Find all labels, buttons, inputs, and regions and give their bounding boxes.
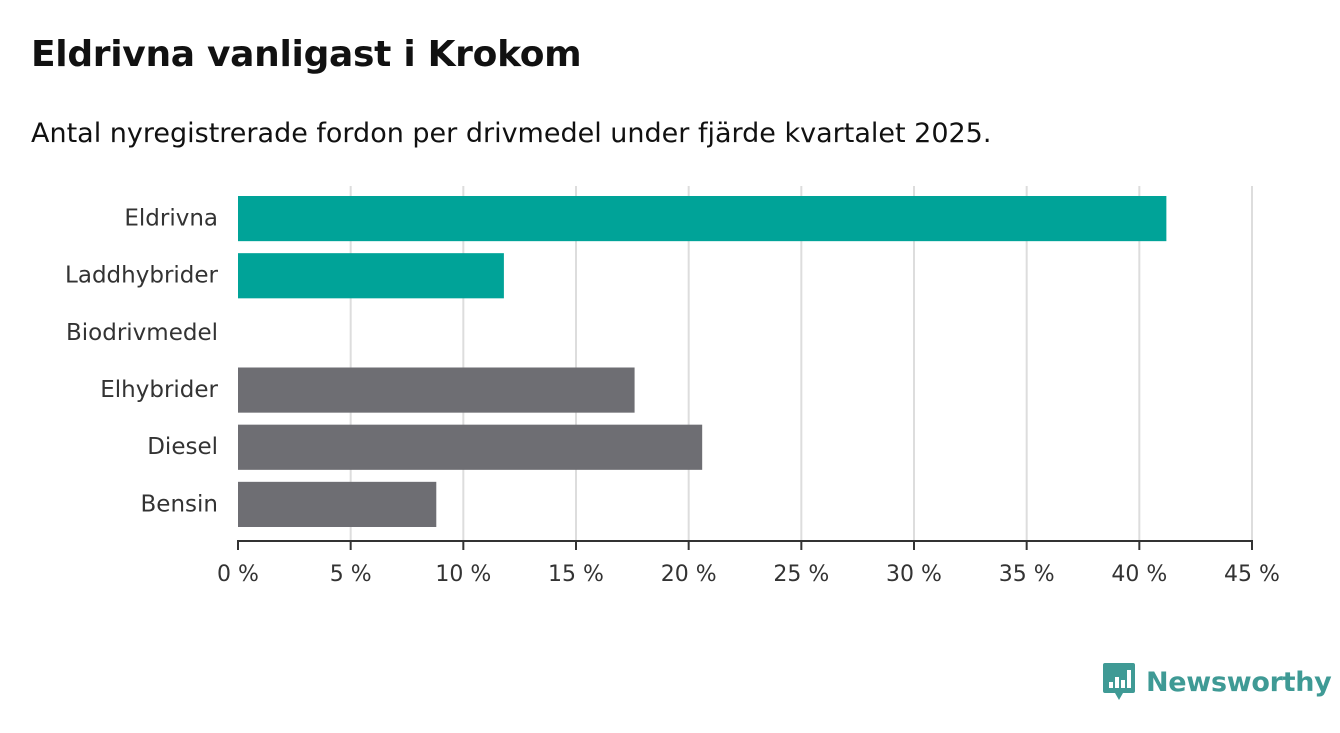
- x-tick-label: 5 %: [330, 562, 372, 587]
- category-label: Elhybrider: [100, 377, 218, 403]
- bar-laddhybrider: [238, 253, 504, 299]
- category-label: Biodrivmedel: [66, 320, 218, 346]
- x-tick-label: 0 %: [217, 562, 259, 587]
- newsworthy-logo-icon: [1103, 663, 1135, 700]
- bar-eldrivna: [238, 196, 1167, 242]
- chart-title: Eldrivna vanligast i Krokom: [31, 34, 582, 75]
- x-tick-label: 35 %: [999, 562, 1055, 587]
- x-tick-label: 30 %: [886, 562, 942, 587]
- x-tick-label: 40 %: [1111, 562, 1167, 587]
- x-tick-label: 10 %: [435, 562, 491, 587]
- bar-bensin: [238, 481, 437, 527]
- category-label: Laddhybrider: [65, 263, 218, 289]
- x-tick-label: 45 %: [1224, 562, 1280, 587]
- x-tick-label: 25 %: [773, 562, 829, 587]
- category-label: Diesel: [147, 434, 218, 460]
- category-label: Eldrivna: [124, 206, 218, 232]
- chart-subtitle: Antal nyregistrerade fordon per drivmede…: [31, 118, 992, 149]
- logo-text: Newsworthy: [1146, 666, 1332, 698]
- x-tick-label: 20 %: [661, 562, 717, 587]
- bar-diesel: [238, 424, 703, 470]
- bar-elhybrider: [238, 367, 635, 413]
- category-label: Bensin: [141, 491, 218, 517]
- x-tick-label: 15 %: [548, 562, 604, 587]
- newsworthy-logo: Newsworthy: [1102, 662, 1332, 702]
